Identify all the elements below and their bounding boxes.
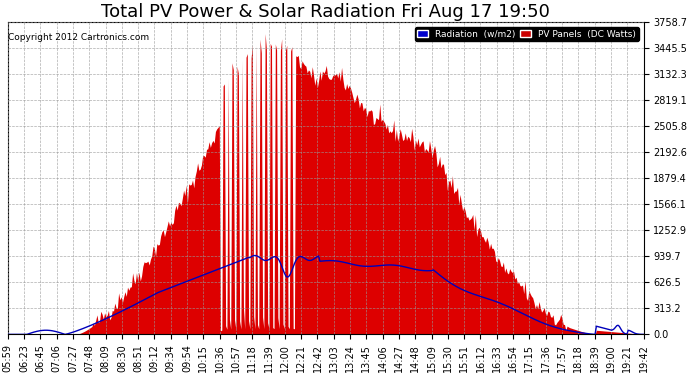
Legend: Radiation  (w/m2), PV Panels  (DC Watts): Radiation (w/m2), PV Panels (DC Watts) — [415, 27, 639, 41]
Title: Total PV Power & Solar Radiation Fri Aug 17 19:50: Total PV Power & Solar Radiation Fri Aug… — [101, 3, 550, 21]
Text: Copyright 2012 Cartronics.com: Copyright 2012 Cartronics.com — [8, 33, 150, 42]
